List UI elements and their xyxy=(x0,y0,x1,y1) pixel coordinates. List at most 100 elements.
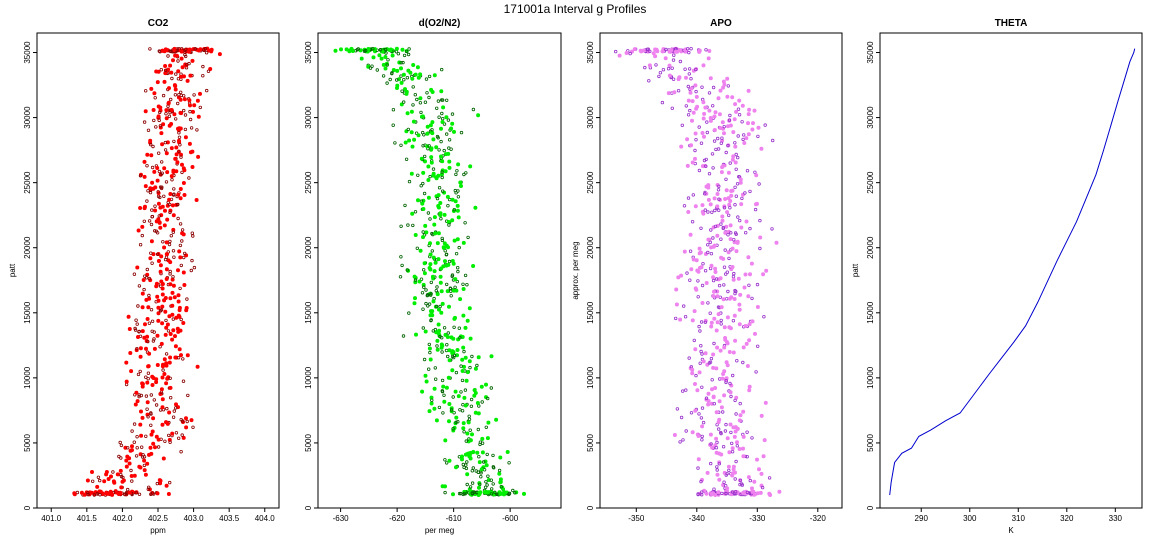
data-point xyxy=(693,347,698,352)
data-point xyxy=(152,346,157,351)
data-point xyxy=(435,285,439,289)
data-point xyxy=(176,356,181,360)
data-point xyxy=(162,245,167,250)
data-point xyxy=(161,456,166,461)
data-point xyxy=(723,248,727,252)
data-point xyxy=(167,197,172,202)
y-tick-label: 25000 xyxy=(586,171,595,194)
data-point xyxy=(688,90,693,95)
data-point xyxy=(440,484,445,489)
data-point xyxy=(708,360,713,364)
data-point xyxy=(178,126,183,131)
data-point xyxy=(688,249,693,253)
data-point xyxy=(133,326,137,331)
data-point xyxy=(400,89,404,93)
data-point xyxy=(390,53,395,58)
series-line xyxy=(889,48,1136,496)
data-point xyxy=(426,177,431,182)
data-point xyxy=(169,122,174,127)
data-point xyxy=(446,118,451,122)
data-point xyxy=(696,433,701,438)
data-point xyxy=(438,274,443,279)
data-point xyxy=(178,196,183,201)
data-point xyxy=(696,492,700,496)
data-point xyxy=(86,491,90,495)
data-point xyxy=(183,113,188,117)
data-point xyxy=(176,293,181,298)
data-point xyxy=(456,394,461,399)
data-point xyxy=(158,408,163,412)
data-point xyxy=(722,283,726,287)
data-point xyxy=(191,425,195,429)
data-point xyxy=(176,216,180,221)
data-point xyxy=(126,314,131,319)
data-point xyxy=(156,151,161,155)
data-point xyxy=(412,274,417,279)
data-point xyxy=(172,112,177,117)
data-point xyxy=(666,66,671,71)
data-point xyxy=(438,213,443,218)
data-point xyxy=(710,210,714,214)
data-point xyxy=(730,441,734,446)
data-point xyxy=(730,157,735,162)
data-point xyxy=(96,475,101,479)
data-point xyxy=(737,302,742,307)
data-point xyxy=(430,131,435,136)
data-point xyxy=(454,288,459,293)
data-point xyxy=(455,237,460,242)
data-point xyxy=(149,423,153,427)
data-point xyxy=(774,240,779,245)
data-point xyxy=(730,490,735,494)
data-point xyxy=(733,141,737,145)
data-point xyxy=(411,63,416,68)
data-point xyxy=(678,48,683,53)
data-point xyxy=(145,407,149,411)
data-point xyxy=(190,258,194,263)
y-tick-label: 35000 xyxy=(866,41,875,64)
data-point xyxy=(429,401,434,406)
data-point xyxy=(395,68,400,73)
data-point xyxy=(172,295,177,300)
data-point xyxy=(710,378,714,382)
data-point xyxy=(708,240,712,245)
data-point xyxy=(689,76,693,81)
y-tick-label: 5000 xyxy=(586,433,595,451)
data-point xyxy=(703,105,708,110)
data-point xyxy=(731,277,736,282)
data-point xyxy=(485,436,490,441)
data-point xyxy=(434,145,439,150)
data-point xyxy=(440,389,445,394)
y-tick-label: 15000 xyxy=(23,301,32,324)
data-point xyxy=(166,100,171,105)
y-tick-label: 0 xyxy=(586,505,595,510)
data-point xyxy=(143,274,147,278)
data-point xyxy=(177,131,181,135)
data-point xyxy=(438,126,443,131)
data-point xyxy=(712,243,717,248)
data-point xyxy=(682,204,687,208)
data-point xyxy=(428,262,433,267)
data-point xyxy=(421,230,425,234)
data-point xyxy=(156,437,161,442)
data-point xyxy=(703,320,708,324)
data-point xyxy=(158,478,163,483)
data-point xyxy=(479,467,484,472)
data-point xyxy=(733,338,738,343)
data-point xyxy=(490,487,494,491)
data-point xyxy=(184,305,189,310)
data-point xyxy=(134,390,139,395)
data-point xyxy=(745,490,750,495)
data-point xyxy=(447,458,452,463)
data-point xyxy=(161,368,165,372)
data-point xyxy=(755,457,760,462)
data-point xyxy=(491,482,495,486)
data-point xyxy=(422,357,427,362)
data-point xyxy=(741,137,745,142)
data-point xyxy=(178,97,183,102)
data-point xyxy=(147,296,152,301)
data-point xyxy=(422,268,426,272)
data-point xyxy=(750,486,755,491)
data-point xyxy=(455,169,459,173)
data-point xyxy=(459,364,463,368)
data-point xyxy=(178,353,183,358)
